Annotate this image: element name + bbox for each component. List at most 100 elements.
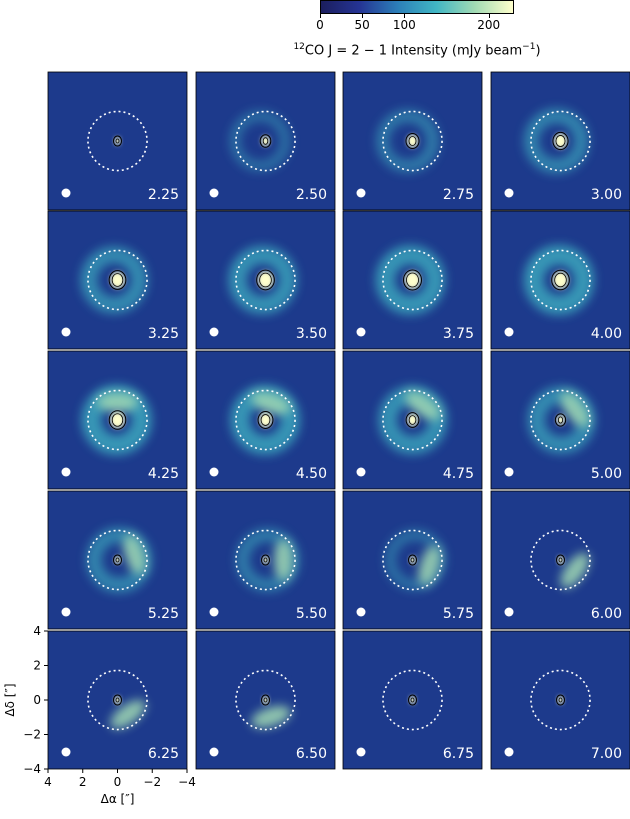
panel-frame: [342, 490, 483, 630]
velocity-label: 3.25: [148, 326, 179, 342]
panel-frame: [195, 71, 336, 211]
contour-line: [551, 269, 570, 291]
beam-marker: [209, 188, 219, 198]
panel-frame: [490, 210, 630, 350]
beam-marker: [356, 188, 366, 198]
beam-marker: [356, 747, 366, 757]
velocity-label: 4.00: [591, 326, 622, 342]
panel-frame: [490, 490, 630, 630]
x-tick-label: −4: [178, 775, 196, 789]
contour-line: [552, 131, 569, 151]
contour-line: [554, 272, 567, 288]
contour-line: [108, 270, 127, 290]
reference-circle: [382, 389, 443, 451]
velocity-label: 4.75: [443, 466, 474, 482]
contour-line: [558, 697, 563, 703]
emission-ring: [523, 244, 594, 316]
reference-circle: [235, 669, 296, 731]
velocity-label: 2.75: [443, 187, 474, 203]
y-axis-label: Δδ [″]: [3, 683, 17, 716]
beam-marker: [356, 467, 366, 477]
emission-core: [556, 414, 565, 426]
panel-frame: [47, 71, 188, 211]
y-tick-label: 0: [33, 693, 41, 707]
emission-arc: [405, 391, 441, 421]
channel-panel: 4.25: [47, 350, 188, 490]
velocity-label: 5.00: [591, 466, 622, 482]
reference-circle: [235, 249, 296, 311]
velocity-label: 2.50: [296, 187, 327, 203]
emission-core: [114, 696, 121, 704]
contour-line: [259, 134, 272, 148]
channel-panel: 3.50: [195, 210, 336, 350]
reference-circle: [530, 669, 591, 731]
contour-line: [113, 554, 122, 566]
beam-marker: [504, 188, 514, 198]
emission-arc: [251, 392, 291, 415]
reference-circle: [87, 529, 148, 591]
reference-circle: [382, 669, 443, 731]
emission-core: [552, 271, 569, 289]
channel-panel: 5.75: [342, 490, 483, 630]
velocity-label: 6.75: [443, 746, 474, 762]
contour-line: [408, 136, 417, 146]
channel-panel: 2.50: [195, 71, 336, 211]
beam-marker: [61, 327, 71, 337]
colorbar-title-close: ): [535, 43, 541, 59]
contour-line: [261, 694, 270, 706]
x-tick-label: 4: [44, 775, 52, 789]
contour-line: [115, 138, 120, 144]
emission-layer: [375, 245, 446, 315]
reference-circle: [235, 110, 296, 172]
panel-frame: [342, 71, 483, 211]
reference-circle: [382, 249, 443, 311]
emission-layer: [229, 110, 291, 172]
velocity-label: 3.75: [443, 326, 474, 342]
contour-line: [558, 557, 563, 563]
channel-panel: 4.75: [342, 350, 483, 490]
colorbar-tick-label: 50: [354, 18, 370, 32]
x-tick-label: −2: [143, 775, 161, 789]
emission-ring: [523, 108, 589, 174]
x-tick-label: 2: [79, 775, 87, 789]
colorbar-gradient: [320, 0, 514, 14]
velocity-label: 2.25: [148, 187, 179, 203]
contour-line: [408, 415, 417, 425]
velocity-label: 3.00: [591, 187, 622, 203]
emission-layer: [81, 384, 152, 456]
channel-panel: 6.50: [195, 630, 336, 770]
contour-line: [263, 557, 268, 563]
panel-frame: [490, 71, 630, 211]
x-tick-label: 0: [114, 775, 122, 789]
channel-panel: 4.00: [490, 210, 630, 350]
emission-core: [409, 696, 416, 704]
contour-line: [111, 413, 124, 427]
x-axis-label: Δα [″]: [101, 792, 135, 806]
beam-marker: [356, 607, 366, 617]
contour-line: [108, 410, 127, 430]
emission-layer: [228, 245, 297, 315]
contour-line: [260, 414, 271, 426]
emission-core: [114, 137, 121, 145]
y-tick-label: 4: [33, 624, 41, 638]
reference-circle: [530, 110, 591, 172]
contour-line: [405, 412, 420, 428]
channel-panel: 3.75: [342, 210, 483, 350]
beam-marker: [504, 607, 514, 617]
beam-marker: [61, 607, 71, 617]
emission-layer: [527, 386, 596, 454]
velocity-label: 6.50: [296, 746, 327, 762]
panel-frame: [195, 630, 336, 770]
y-tick-label: 2: [33, 659, 41, 673]
reference-circle: [87, 249, 148, 311]
beam-marker: [209, 607, 219, 617]
colorbar-tick-label: 0: [316, 18, 324, 32]
reference-circle: [530, 249, 591, 311]
emission-arc: [123, 534, 146, 575]
contour-line: [113, 135, 122, 147]
beam-marker: [209, 327, 219, 337]
y-tick-label: −2: [23, 728, 41, 742]
emission-arc: [110, 699, 146, 729]
reference-circle: [87, 669, 148, 731]
channel-panel: 7.00: [490, 630, 630, 770]
